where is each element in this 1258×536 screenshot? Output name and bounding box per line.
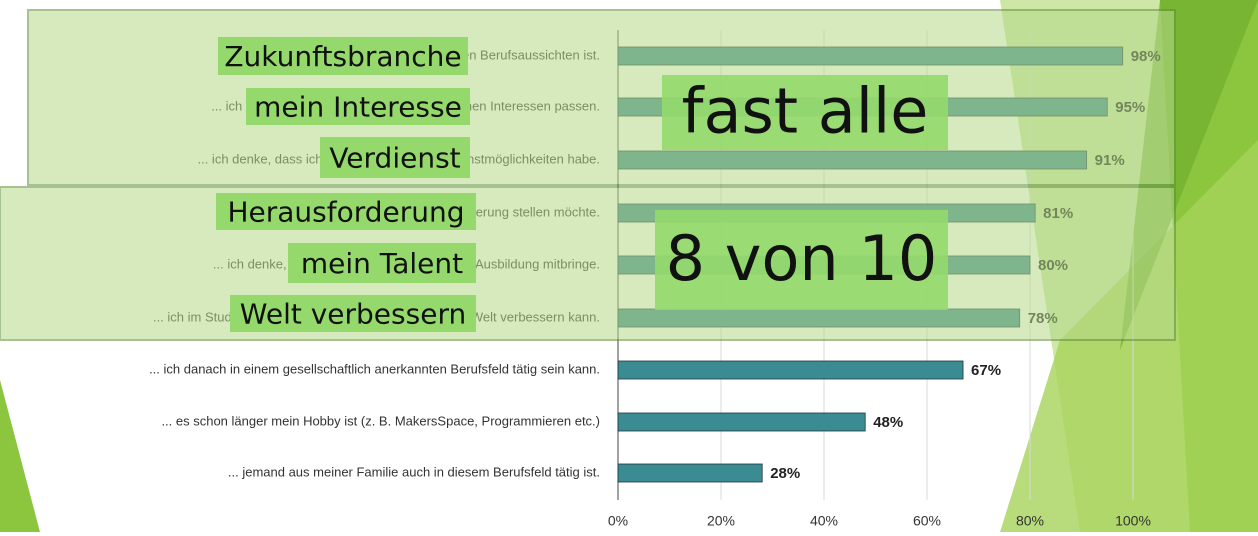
keyword: mein Talent: [301, 247, 463, 280]
annotation: 8 von 10: [666, 222, 938, 295]
keyword: Welt verbessern: [240, 298, 466, 331]
keyword-box: [320, 137, 470, 178]
bar: [617, 360, 964, 380]
bar: [617, 463, 763, 483]
keyword-box: [216, 193, 476, 230]
keyword-box: [230, 295, 476, 332]
highlight-band: [0, 186, 1176, 341]
x-tick-label: 60%: [913, 513, 941, 529]
value-label: 28%: [770, 465, 800, 482]
annotation-box: [662, 75, 948, 150]
x-tick-label: 80%: [1016, 513, 1044, 529]
keyword: Verdienst: [329, 142, 460, 175]
keyword-box: [246, 88, 470, 125]
category-label: ... jemand aus meiner Familie auch in di…: [228, 464, 600, 479]
category-label: ... ich danach in einem gesellschaftlich…: [149, 361, 600, 376]
value-label: 67%: [971, 362, 1001, 379]
category-label: ... es schon länger mein Hobby ist (z. B…: [161, 413, 600, 428]
keyword: Herausforderung: [227, 196, 464, 229]
bar: [617, 412, 866, 432]
x-tick-label: 40%: [810, 513, 838, 529]
keyword: Zukunftsbranche: [224, 40, 461, 73]
keyword-box: [288, 243, 476, 283]
keyword-box: [218, 37, 468, 75]
value-label: 48%: [873, 414, 903, 431]
x-tick-label: 20%: [707, 513, 735, 529]
keyword: mein Interesse: [254, 91, 462, 124]
annotation: fast alle: [682, 75, 929, 148]
highlight-band: [27, 9, 1176, 186]
decor: [0, 380, 40, 532]
annotation-box: [655, 210, 948, 310]
x-tick-label: 0%: [608, 513, 628, 529]
x-tick-label: 100%: [1115, 513, 1151, 529]
